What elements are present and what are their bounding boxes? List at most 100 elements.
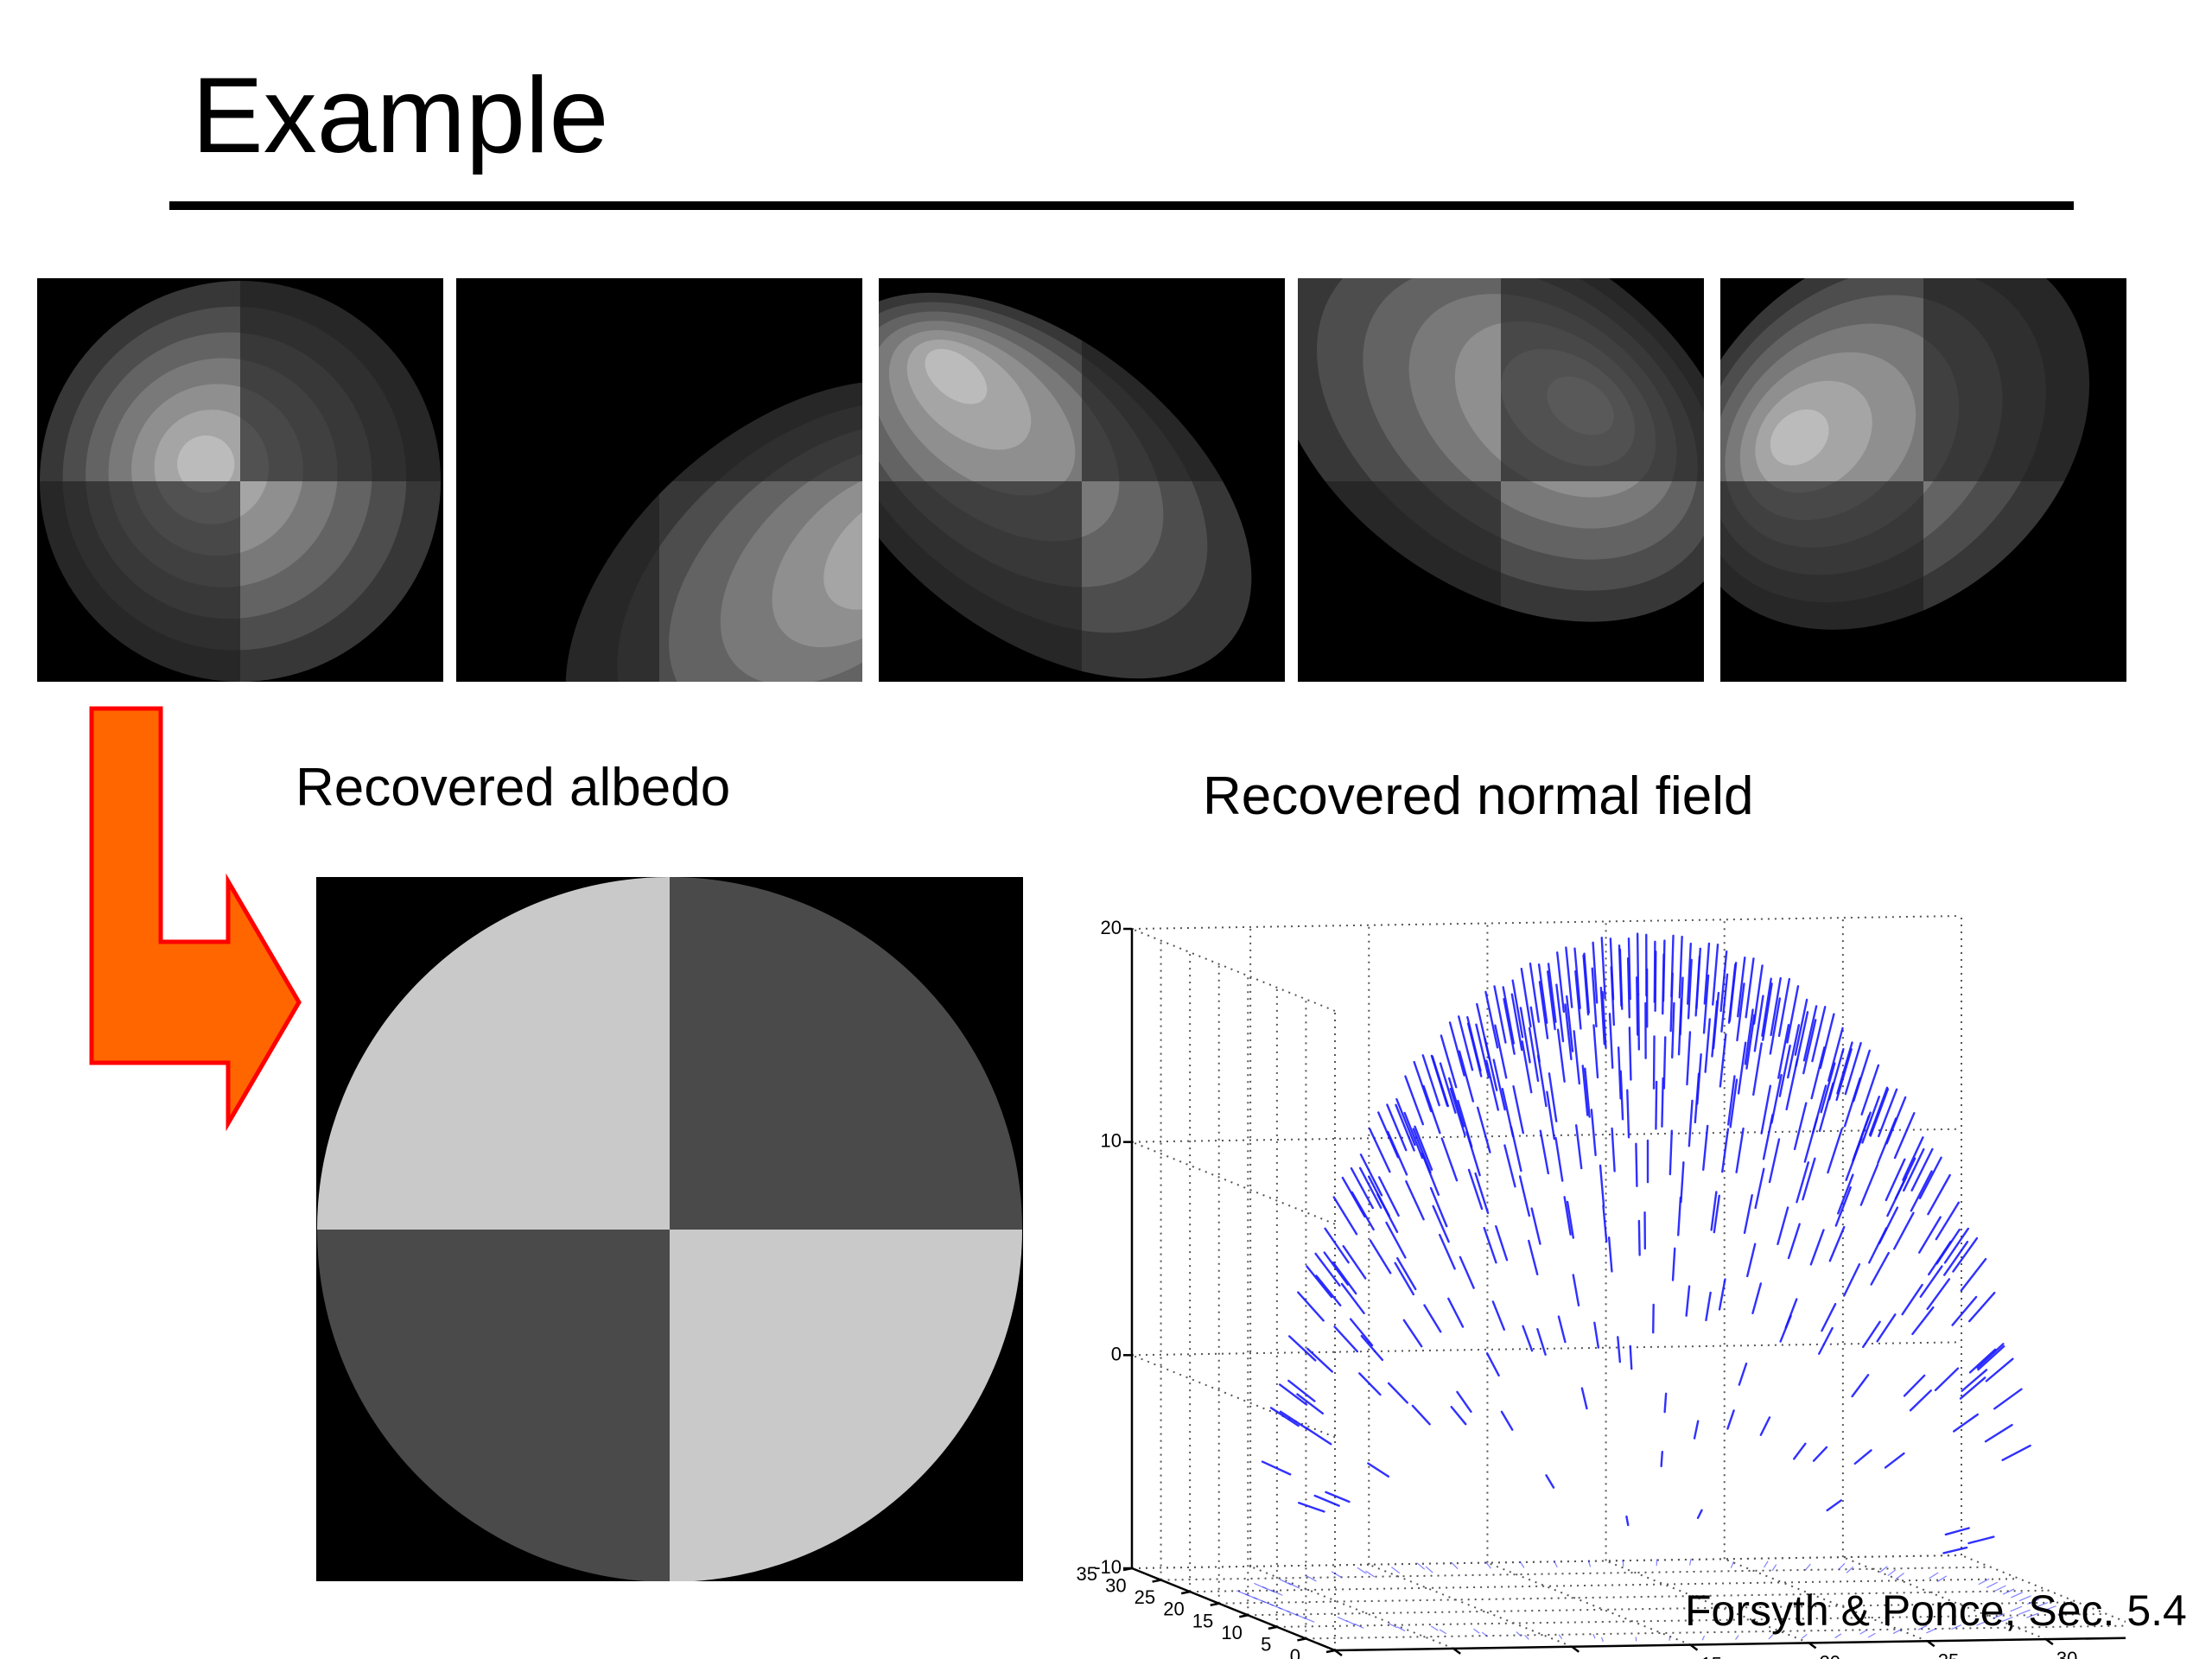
normal-vector	[1876, 1313, 1897, 1343]
normal-vector	[1702, 1124, 1709, 1171]
normal-vector	[1601, 990, 1607, 1049]
normal-vector	[1902, 1136, 1924, 1181]
albedo-caption: Recovered albedo	[296, 758, 731, 817]
normal-vector	[1511, 979, 1524, 1039]
normal-vector	[1519, 1007, 1531, 1064]
normal-vector	[1687, 958, 1693, 1020]
normal-vector	[1313, 1494, 1340, 1507]
normal-vector	[1943, 1241, 1969, 1276]
normal-vector	[1669, 1636, 1671, 1641]
normal-vector	[1396, 1256, 1417, 1291]
normal-vector	[1686, 1031, 1692, 1086]
y-tick-label: 0	[1290, 1645, 1300, 1659]
normal-vector	[1669, 1129, 1674, 1176]
normal-vector	[1951, 1624, 1961, 1630]
normal-vector	[1350, 1166, 1375, 1210]
normal-vector	[1926, 1628, 1936, 1634]
normal-vector	[1836, 1041, 1853, 1095]
normal-vector	[2018, 1609, 2031, 1615]
normal-vector	[1818, 1326, 1834, 1355]
normal-vector	[1820, 1062, 1836, 1114]
y-tick-label: 15	[1192, 1610, 1213, 1631]
normal-vector	[1926, 1278, 1951, 1311]
normal-vector	[1779, 1314, 1792, 1343]
z-tick-label: 10	[1101, 1130, 1122, 1152]
normal-vector	[1919, 1265, 1943, 1298]
normal-vector	[1984, 1423, 2013, 1443]
normal-vector	[1331, 1571, 1342, 1578]
normal-vector	[1510, 993, 1523, 1052]
y-tick-label: 25	[1135, 1586, 1155, 1608]
normal-vector	[2010, 1605, 2023, 1612]
normal-vector	[1869, 1088, 1890, 1137]
normal-vector	[1395, 1097, 1416, 1147]
normal-vector	[1476, 1106, 1491, 1154]
normal-vector	[1942, 1546, 1968, 1554]
normal-vector	[1993, 1388, 2023, 1410]
normal-vector	[1592, 941, 1599, 1004]
normal-vector	[2026, 1612, 2039, 1618]
normal-vector	[1627, 938, 1631, 1001]
normal-vector	[1861, 1096, 1880, 1144]
normal-vector	[1566, 1200, 1575, 1239]
normal-vector	[1495, 1224, 1509, 1262]
normal-vector	[1787, 1223, 1801, 1260]
normal-vector	[1834, 1186, 1852, 1227]
normal-vector	[1593, 1321, 1600, 1349]
normal-vector	[1910, 1170, 1933, 1212]
normal-vector	[1457, 1099, 1473, 1148]
normal-vector	[1457, 1015, 1474, 1071]
normal-vector	[1622, 1560, 1624, 1567]
normal-vector	[1278, 1383, 1308, 1406]
normal-vector	[1712, 991, 1720, 1050]
normal-vector	[1793, 1102, 1808, 1151]
normal-vector	[1377, 1176, 1400, 1217]
normal-vector	[1753, 995, 1764, 1052]
normal-vector	[1703, 942, 1711, 1005]
normal-vector	[1985, 1357, 2014, 1382]
normal-vector	[1743, 1193, 1753, 1235]
normal-vector	[1705, 1291, 1712, 1322]
normal-vector	[1885, 1158, 1906, 1202]
normal-vector	[1611, 1127, 1616, 1173]
normal-vector	[1485, 1352, 1500, 1377]
normal-vector	[1720, 973, 1729, 1033]
normal-vector	[1528, 1239, 1539, 1275]
normal-vector	[2001, 1617, 2013, 1623]
normal-vector	[1536, 1327, 1547, 1356]
normal-vector	[1358, 1372, 1382, 1396]
normal-vector	[1421, 1054, 1440, 1107]
normal-vector	[1677, 1196, 1682, 1236]
normal-vector	[1769, 997, 1782, 1055]
normal-vector	[1719, 950, 1728, 1013]
normal-vector	[1978, 1578, 1990, 1586]
normal-vector	[1794, 998, 1808, 1056]
normal-vector	[1859, 1163, 1879, 1206]
normal-vector	[1556, 951, 1566, 1014]
input-image-2	[456, 278, 862, 682]
normal-vector	[1745, 957, 1755, 1019]
normal-vector	[1768, 1634, 1774, 1640]
normal-vector	[1529, 1006, 1541, 1063]
normal-vector	[1777, 1206, 1789, 1246]
normal-vector	[1628, 1027, 1632, 1081]
normal-vector	[1417, 1562, 1426, 1570]
normal-vector	[1358, 1166, 1382, 1210]
normal-vector	[1745, 1014, 1756, 1070]
normal-vector	[1402, 1319, 1423, 1348]
normal-vector	[1812, 1446, 1828, 1462]
normal-vector	[1961, 1369, 1988, 1392]
normal-vector	[1519, 1560, 1525, 1568]
normal-vector	[1600, 936, 1606, 1000]
normal-vector	[1802, 1634, 1808, 1639]
normal-vector	[1721, 1128, 1730, 1173]
normal-vector	[1893, 1112, 1916, 1160]
normal-vector	[1619, 1070, 1624, 1121]
normal-vector	[1827, 1027, 1844, 1082]
normal-vector	[1522, 1325, 1534, 1352]
normal-vector	[1296, 1393, 1325, 1415]
normal-vector	[1802, 1019, 1817, 1075]
normal-vector	[1687, 942, 1692, 1005]
normal-vector	[1688, 1099, 1694, 1147]
normal-vector	[1368, 1128, 1391, 1173]
